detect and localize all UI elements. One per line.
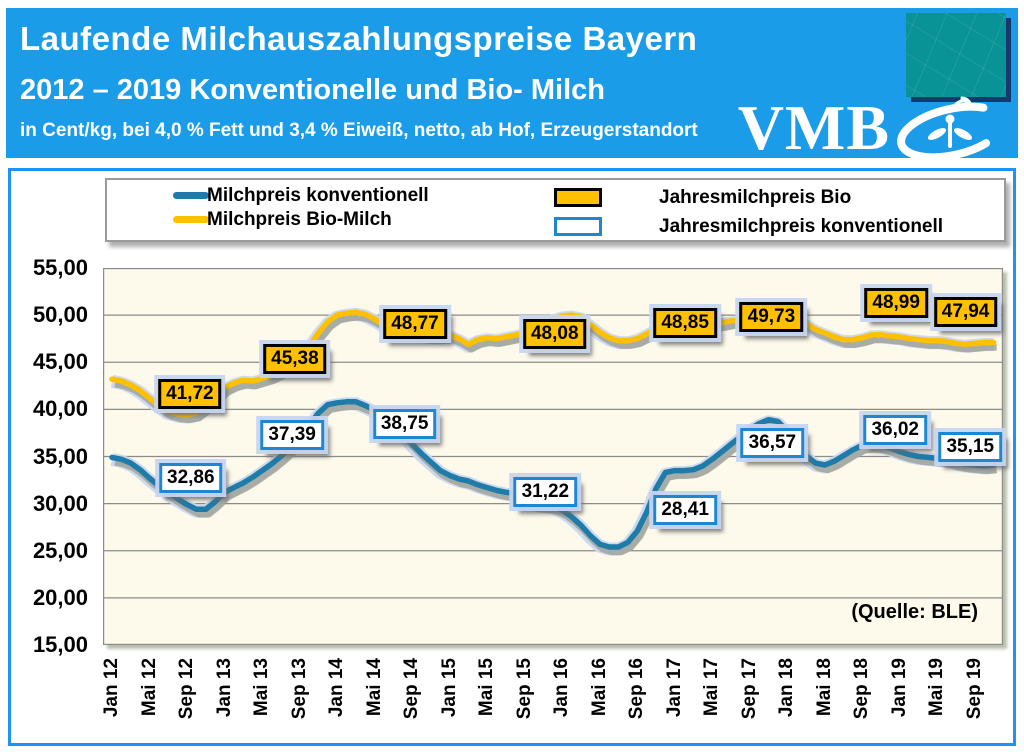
series-line-bio — [109, 309, 997, 418]
x-tick-label: Jan 18 — [776, 658, 798, 718]
legend-label: Milchpreis konventionell — [207, 185, 429, 206]
y-tick-label: 50,00 — [32, 302, 88, 328]
x-tick-label: Sep 19 — [963, 658, 985, 720]
annual-price-label-konventionell: 38,75 — [372, 409, 437, 440]
page-subtitle: 2012 – 2019 Konventionelle und Bio- Milc… — [20, 74, 605, 106]
x-tick-label: Mai 18 — [813, 658, 835, 717]
legend-line-swatch — [173, 216, 209, 223]
x-tick-label: Sep 15 — [513, 658, 535, 720]
annual-price-label-bio: 48,08 — [522, 318, 587, 349]
chart-legend: Milchpreis konventionell Milchpreis Bio-M… — [105, 178, 1006, 242]
annual-price-label-konventionell: 36,57 — [740, 428, 805, 459]
annual-price-label-bio: 48,85 — [653, 307, 717, 338]
annual-price-label-bio: 45,38 — [263, 344, 327, 375]
x-tick-label: Jan 15 — [438, 658, 460, 718]
legend-label: Milchpreis Bio-Milch — [207, 209, 392, 230]
header-banner: Laufende Milchauszahlungspreise Bayern 2… — [6, 8, 1018, 162]
x-tick-label: Sep 14 — [401, 658, 423, 720]
x-tick-label: Sep 18 — [851, 658, 873, 720]
x-tick-label: Mai 12 — [138, 658, 160, 717]
annual-price-label-konventionell: 37,39 — [260, 419, 324, 450]
annual-price-label-bio: 41,72 — [158, 379, 222, 410]
y-tick-label: 55,00 — [32, 255, 88, 280]
x-tick-label: Jan 19 — [888, 658, 910, 718]
y-tick-label: 35,00 — [32, 443, 88, 469]
bavaria-flag-icon — [906, 13, 1006, 97]
annual-price-label-konventionell: 36,02 — [863, 415, 927, 446]
x-tick-label: Mai 16 — [588, 658, 610, 717]
x-tick-label: Mai 13 — [251, 658, 273, 717]
x-tick-label: Jan 17 — [663, 658, 685, 718]
x-tick-label: Jan 14 — [326, 658, 348, 718]
legend-line-swatch — [173, 192, 209, 199]
header-note: in Cent/kg, bei 4,0 % Fett und 3,4 % Eiw… — [20, 120, 698, 141]
annual-price-label-konventionell: 35,15 — [938, 432, 1003, 463]
x-tick-label: Sep 13 — [288, 658, 310, 720]
annual-price-label-bio: 49,73 — [739, 302, 804, 332]
legend-box-swatch — [554, 188, 602, 207]
annual-price-label-bio: 48,77 — [383, 308, 447, 339]
annual-price-label-bio: 47,94 — [933, 297, 998, 328]
series-drop-shadow — [114, 403, 998, 556]
x-tick-label: Sep 12 — [176, 658, 198, 720]
annual-price-label-konventionell: 31,22 — [513, 477, 578, 508]
y-tick-label: 30,00 — [32, 490, 88, 516]
source-note: (Quelle: BLE) — [851, 601, 978, 623]
y-tick-label: 15,00 — [32, 632, 88, 657]
x-tick-label: Sep 17 — [738, 658, 760, 720]
legend-label: Jahresmilchpreis konventionell — [659, 216, 944, 237]
vmb-logo: VMB — [710, 94, 1010, 162]
page-title: Laufende Milchauszahlungspreise Bayern — [20, 20, 698, 57]
legend-label: Jahresmilchpreis Bio — [659, 187, 852, 208]
y-tick-label: 40,00 — [32, 396, 88, 422]
x-tick-label: Mai 15 — [476, 658, 498, 717]
x-tick-label: Jan 13 — [213, 658, 235, 718]
legend-box-swatch — [554, 217, 602, 236]
x-tick-label: Jan 12 — [101, 658, 122, 718]
annual-price-label-bio: 48,99 — [864, 287, 928, 318]
annual-price-label-konventionell: 32,86 — [159, 463, 223, 494]
y-tick-label: 25,00 — [32, 537, 88, 563]
annual-price-label-konventionell: 28,41 — [653, 495, 717, 526]
y-tick-label: 20,00 — [32, 584, 88, 610]
x-tick-label: Mai 17 — [701, 658, 723, 717]
x-tick-label: Mai 14 — [363, 658, 385, 717]
x-tick-label: Sep 16 — [626, 658, 648, 720]
vmb-logo-text: VMB — [737, 92, 890, 163]
x-tick-label: Jan 16 — [551, 658, 573, 718]
y-tick-label: 45,00 — [32, 349, 88, 375]
vmb-swoosh-icon — [897, 96, 1007, 162]
x-tick-label: Mai 19 — [926, 658, 948, 717]
